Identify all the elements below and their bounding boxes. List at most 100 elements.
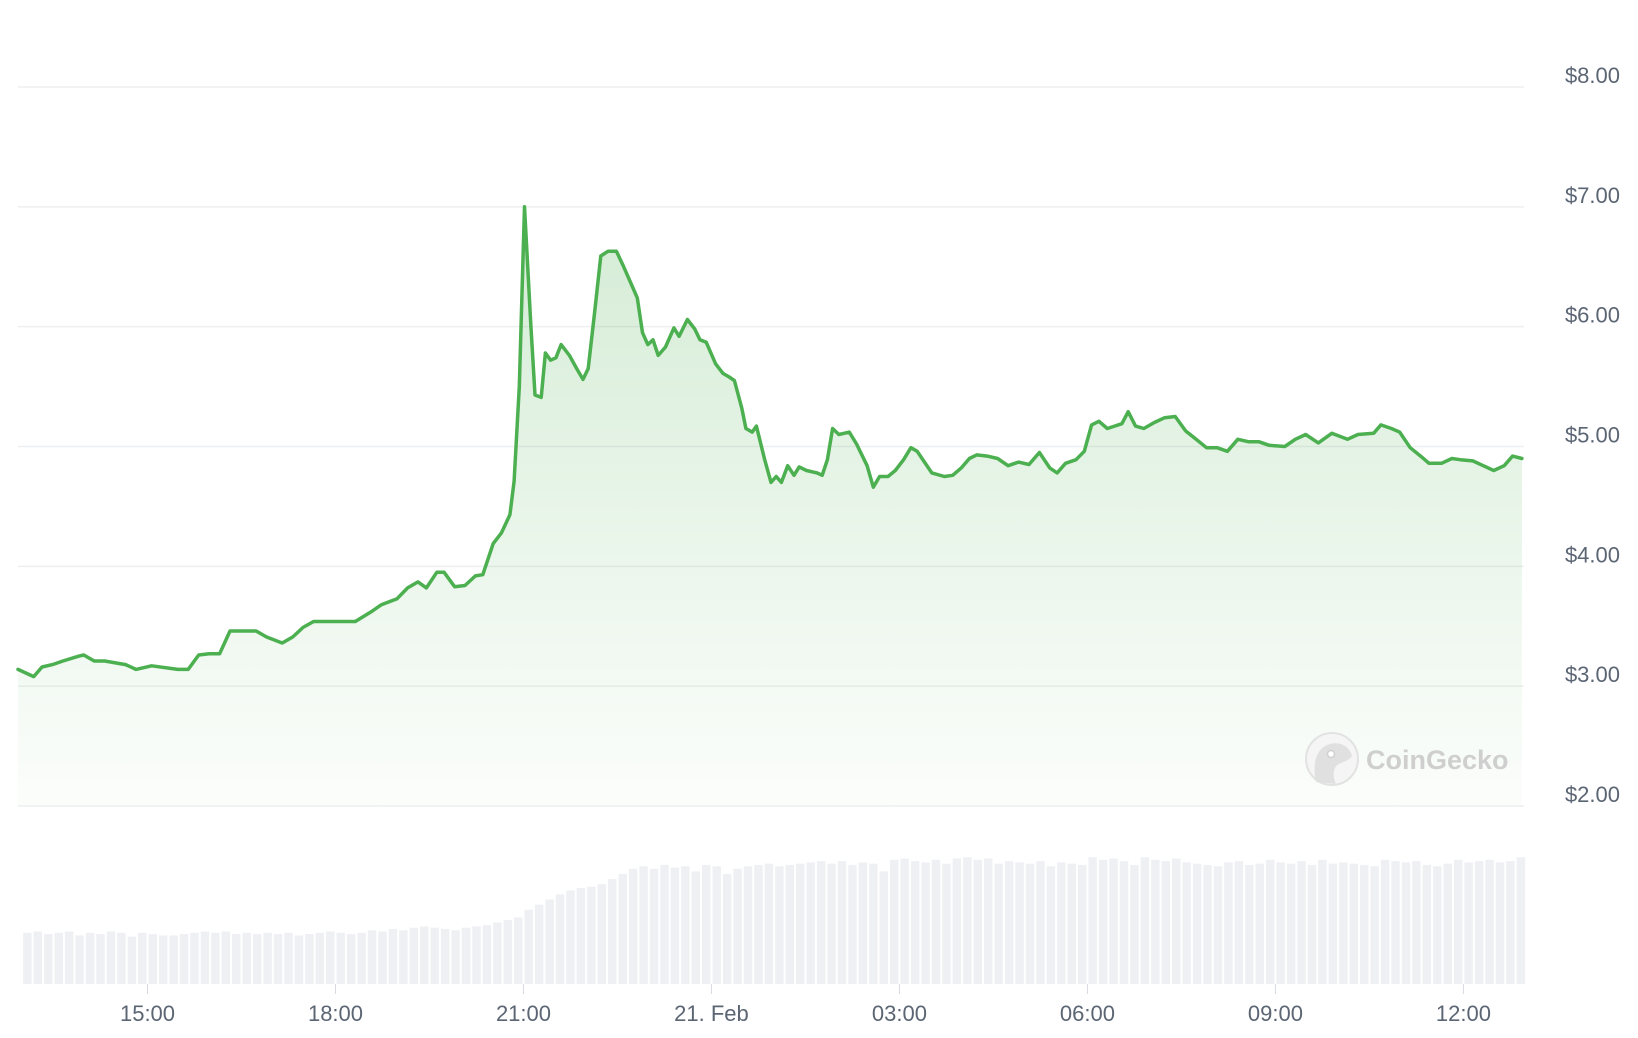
- volume-bar: [1286, 863, 1296, 984]
- volume-bar: [451, 930, 460, 984]
- volume-bar: [1474, 861, 1484, 984]
- volume-bar: [158, 935, 168, 984]
- volume-bar: [639, 866, 648, 984]
- price-area-fill: [18, 206, 1522, 807]
- volume-bar: [743, 866, 753, 984]
- volume-bar: [702, 864, 711, 984]
- volume-bar: [461, 927, 471, 984]
- volume-bar: [1078, 864, 1087, 984]
- volume-bar: [555, 894, 565, 984]
- volume-bar: [712, 866, 721, 984]
- x-tick-label: 21. Feb: [674, 1001, 749, 1026]
- y-axis: $8.00 $7.00 $6.00 $5.00 $4.00 $3.00 $2.00: [1565, 63, 1620, 807]
- volume-bar: [733, 868, 742, 984]
- volume-bar: [409, 927, 419, 984]
- watermark-text: CoinGecko: [1366, 745, 1509, 775]
- volume-bar: [1276, 862, 1285, 984]
- volume-bar: [482, 925, 492, 984]
- volume-bar: [242, 932, 251, 984]
- volume-bar: [232, 934, 241, 984]
- volume-bar: [910, 861, 920, 984]
- volume-bar: [1088, 857, 1097, 984]
- volume-bar: [1307, 864, 1317, 984]
- volume-bar: [64, 931, 74, 984]
- volume-bar: [816, 861, 826, 984]
- volume-bar: [54, 932, 63, 984]
- volume-bar: [1443, 863, 1452, 984]
- y-tick-label: $5.00: [1565, 423, 1620, 448]
- volume-bar: [1245, 864, 1254, 984]
- volume-bar: [179, 934, 189, 984]
- y-tick-label: $8.00: [1565, 63, 1620, 88]
- volume-bar: [1057, 862, 1066, 984]
- volume-bar: [430, 927, 439, 984]
- volume-bar: [346, 934, 356, 984]
- volume-bar: [994, 863, 1003, 984]
- volume-bar: [670, 867, 680, 984]
- volume-bar: [23, 932, 32, 984]
- volume-bar: [221, 931, 231, 984]
- volume-bar: [1213, 866, 1223, 984]
- volume-bar: [472, 926, 481, 984]
- gecko-head-shape: [1314, 743, 1352, 784]
- volume-bar: [1140, 857, 1150, 984]
- volume-bar: [399, 930, 408, 984]
- volume-bar: [85, 932, 95, 984]
- volume-bar: [1004, 861, 1014, 984]
- volume-bar: [33, 931, 43, 984]
- volume-bar: [1224, 862, 1233, 984]
- volume-bar: [211, 932, 220, 984]
- y-tick-label: $4.00: [1565, 542, 1620, 567]
- volume-bar: [1359, 864, 1369, 984]
- volume-bar: [1516, 857, 1526, 984]
- volume-bar: [681, 866, 690, 984]
- volume-bar: [106, 931, 116, 984]
- volume-bar: [1380, 859, 1390, 984]
- volume-bars: [23, 857, 1526, 984]
- volume-bar: [534, 904, 544, 984]
- volume-bar: [514, 917, 523, 984]
- x-axis: 15:00 18:00 21:00 21. Feb 03:00 06:00 09:00 12:…: [120, 984, 1491, 1026]
- volume-bar: [1297, 861, 1306, 984]
- volume-bar: [545, 899, 554, 984]
- volume-bar: [1109, 858, 1118, 984]
- volume-bar: [597, 884, 607, 984]
- volume-bar: [326, 931, 335, 984]
- volume-bar: [357, 932, 366, 984]
- volume-bar: [900, 858, 909, 984]
- volume-bar: [169, 935, 178, 984]
- volume-bar: [1339, 862, 1348, 984]
- volume-bar: [1036, 861, 1045, 984]
- x-tick-label: 06:00: [1060, 1001, 1115, 1026]
- volume-bar: [1265, 859, 1275, 984]
- volume-bar: [294, 935, 304, 984]
- x-tick-label: 03:00: [872, 1001, 927, 1026]
- volume-bar: [1025, 863, 1035, 984]
- volume-bar: [96, 934, 105, 984]
- volume-bar: [796, 863, 805, 984]
- volume-bar: [1328, 863, 1338, 984]
- x-tick-label: 09:00: [1248, 1001, 1303, 1026]
- volume-bar: [1067, 863, 1077, 984]
- volume-bar: [827, 863, 836, 984]
- y-tick-label: $7.00: [1565, 183, 1620, 208]
- volume-bar: [754, 864, 763, 984]
- volume-bar: [263, 932, 272, 984]
- volume-bar: [785, 864, 795, 984]
- volume-bar: [1119, 861, 1129, 984]
- volume-bar: [869, 863, 878, 984]
- volume-bar: [587, 886, 596, 984]
- volume-bar: [1412, 861, 1421, 984]
- volume-bar: [1171, 858, 1181, 984]
- volume-bar: [1370, 866, 1379, 984]
- volume-bar: [984, 858, 993, 984]
- y-tick-label: $2.00: [1565, 782, 1620, 807]
- x-tick-label: 21:00: [496, 1001, 551, 1026]
- volume-bar: [1046, 866, 1056, 984]
- volume-bar: [284, 932, 293, 984]
- volume-bar: [127, 936, 137, 984]
- volume-bar: [942, 863, 951, 984]
- volume-bar: [1182, 862, 1191, 984]
- volume-bar: [1401, 862, 1411, 984]
- volume-bar: [305, 934, 314, 984]
